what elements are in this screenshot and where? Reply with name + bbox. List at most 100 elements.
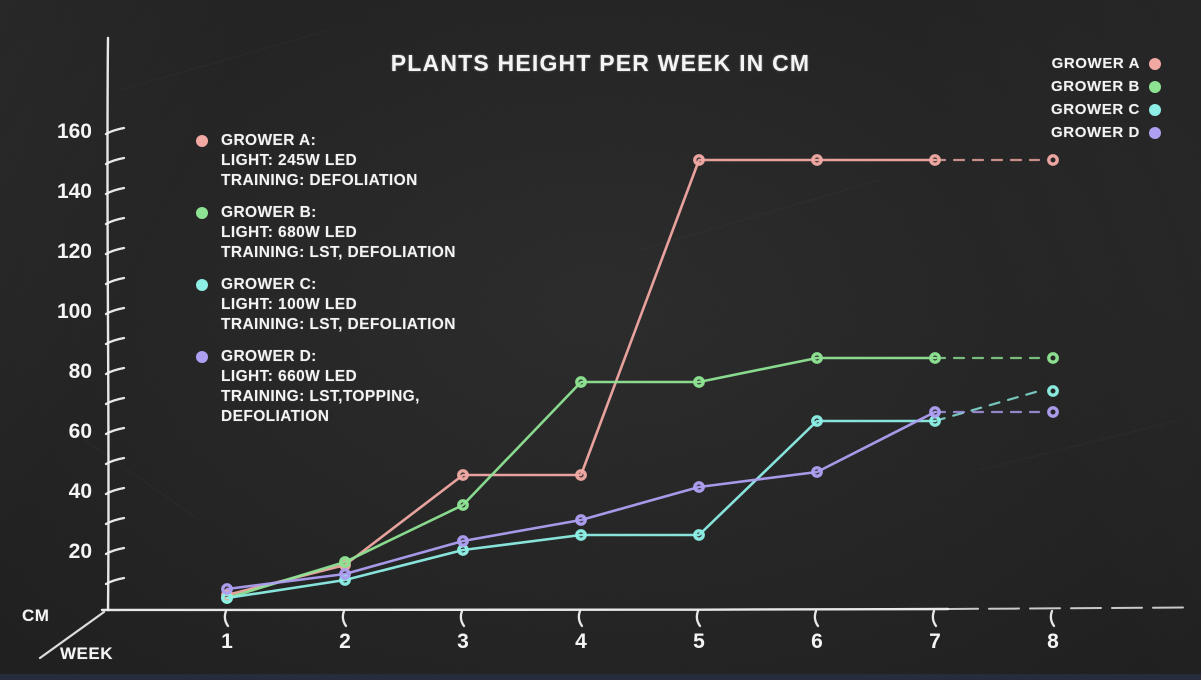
y-axis-tick <box>104 276 126 286</box>
y-axis-tick <box>104 426 126 436</box>
annotation-text: GROWER B: LIGHT: 680W LED TRAINING: LST, D… <box>221 203 456 263</box>
data-point-grower-d-week-3 <box>457 535 469 547</box>
data-point-grower-a-week-4 <box>575 469 587 481</box>
data-point-grower-c-week-8 <box>1047 385 1059 397</box>
data-point-grower-a-week-5 <box>693 154 705 166</box>
x-axis-tick-label: 1 <box>221 630 233 653</box>
annotation-line: LIGHT: 660W LED <box>221 368 358 385</box>
x-axis-tick-label: 2 <box>339 630 351 653</box>
data-point-grower-d-week-8 <box>1047 406 1059 418</box>
annotation-block-2: GROWER C: LIGHT: 100W LED TRAINING: LST, D… <box>196 275 456 335</box>
data-point-grower-c-week-6 <box>811 415 823 427</box>
data-point-grower-d-week-7 <box>929 406 941 418</box>
y-axis-tick <box>104 366 126 376</box>
y-axis-tick-label: 120 <box>57 240 92 263</box>
x-axis-tick-label: 8 <box>1047 630 1059 653</box>
legend-item-grower-c: GROWER C <box>1051 98 1161 121</box>
data-point-grower-b-week-2 <box>339 556 351 568</box>
x-axis-tick-label: 6 <box>811 630 823 653</box>
annotation-color-dot <box>196 207 208 219</box>
bottom-edge-strip <box>0 674 1201 680</box>
y-axis-tick-label: 40 <box>69 480 92 503</box>
data-point-grower-a-week-7 <box>929 154 941 166</box>
legend-color-dot <box>1149 57 1161 70</box>
x-axis-tick <box>695 609 702 628</box>
annotation-text: GROWER A: LIGHT: 245W LED TRAINING: DEFOLI… <box>221 131 418 191</box>
annotation-line: LIGHT: 100W LED <box>221 296 358 313</box>
y-axis-tick <box>104 216 126 226</box>
legend-item-grower-b: GROWER B <box>1051 75 1161 98</box>
legend-label: GROWER C <box>1051 101 1140 118</box>
annotation-block-1: GROWER B: LIGHT: 680W LED TRAINING: LST, D… <box>196 203 456 263</box>
data-point-grower-c-week-4 <box>575 529 587 541</box>
data-point-grower-a-week-6 <box>811 154 823 166</box>
annotation-color-dot <box>196 351 208 363</box>
data-point-grower-d-week-2 <box>339 568 351 580</box>
annotation-line: DEFOLIATION <box>221 408 330 425</box>
x-axis-tick <box>931 609 938 628</box>
grower-annotations: GROWER A: LIGHT: 245W LED TRAINING: DEFOLI… <box>196 131 456 439</box>
legend-label: GROWER B <box>1051 78 1140 95</box>
y-axis-tick <box>104 246 126 256</box>
legend-label: GROWER D <box>1051 124 1140 141</box>
data-point-grower-d-week-4 <box>575 514 587 526</box>
y-axis-tick <box>104 576 126 586</box>
y-axis-tick-label: 60 <box>69 420 92 443</box>
y-axis-line <box>106 36 110 612</box>
y-axis-tick <box>104 456 126 466</box>
axis-corner-diagonal <box>38 610 106 660</box>
annotation-line: TRAINING: LST, DEFOLIATION <box>221 316 456 333</box>
legend-item-grower-a: GROWER A <box>1051 52 1161 75</box>
y-axis-tick <box>104 396 126 406</box>
data-point-grower-d-week-6 <box>811 466 823 478</box>
y-axis-tick-label: 100 <box>57 300 92 323</box>
x-axis-unit-label: WEEK <box>60 644 113 663</box>
x-axis-tick <box>223 609 230 628</box>
annotation-color-dot <box>196 279 208 291</box>
x-axis-tick-label: 4 <box>575 630 587 653</box>
series-line-grower-c <box>225 419 937 600</box>
x-axis-tick <box>341 609 348 628</box>
data-point-grower-c-week-5 <box>693 529 705 541</box>
annotation-line: TRAINING: DEFOLIATION <box>221 172 418 189</box>
x-axis-tick-label: 3 <box>457 630 469 653</box>
y-axis-tick <box>104 546 126 556</box>
x-axis-tick-label: 5 <box>693 630 705 653</box>
y-axis-tick-label: 20 <box>69 540 92 563</box>
annotation-line: GROWER D: <box>221 348 317 365</box>
annotation-line: TRAINING: LST, DEFOLIATION <box>221 244 456 261</box>
data-point-grower-a-week-8 <box>1047 154 1059 166</box>
data-point-grower-b-week-6 <box>811 352 823 364</box>
legend: GROWER A GROWER B GROWER C GROWER D <box>1051 52 1161 144</box>
annotation-text: GROWER D: LIGHT: 660W LED TRAINING: LST,TO… <box>221 347 420 427</box>
y-axis-tick <box>104 516 126 526</box>
x-axis-tick <box>813 609 820 628</box>
annotation-line: GROWER A: <box>221 132 317 149</box>
annotation-block-3: GROWER D: LIGHT: 660W LED TRAINING: LST,TO… <box>196 347 456 427</box>
annotation-line: TRAINING: LST,TOPPING, <box>221 388 420 405</box>
y-axis-tick <box>104 186 126 196</box>
data-point-grower-d-week-5 <box>693 481 705 493</box>
chart-title: PLANTS HEIGHT PER WEEK IN CM <box>390 50 811 76</box>
y-axis-tick <box>104 336 126 346</box>
x-axis-tick <box>459 609 466 628</box>
series-line-grower-b <box>225 356 937 600</box>
annotation-line: LIGHT: 680W LED <box>221 224 358 241</box>
y-axis-tick-label: 140 <box>57 180 92 203</box>
data-point-grower-b-week-8 <box>1047 352 1059 364</box>
legend-color-dot <box>1149 103 1161 116</box>
annotation-line: LIGHT: 245W LED <box>221 152 358 169</box>
data-point-grower-c-week-2 <box>339 574 351 586</box>
legend-color-dot <box>1149 126 1161 139</box>
annotation-text: GROWER C: LIGHT: 100W LED TRAINING: LST, D… <box>221 275 456 335</box>
legend-label: GROWER A <box>1051 55 1140 72</box>
data-point-grower-b-week-3 <box>457 499 469 511</box>
series-line-dashed-grower-c <box>933 389 1041 423</box>
annotation-block-0: GROWER A: LIGHT: 245W LED TRAINING: DEFOLI… <box>196 131 456 191</box>
annotation-line: GROWER C: <box>221 276 317 293</box>
data-point-grower-a-week-3 <box>457 469 469 481</box>
legend-item-grower-d: GROWER D <box>1051 121 1161 144</box>
y-axis-tick <box>104 156 126 166</box>
y-axis-tick <box>104 306 126 316</box>
y-axis-tick <box>104 126 126 136</box>
